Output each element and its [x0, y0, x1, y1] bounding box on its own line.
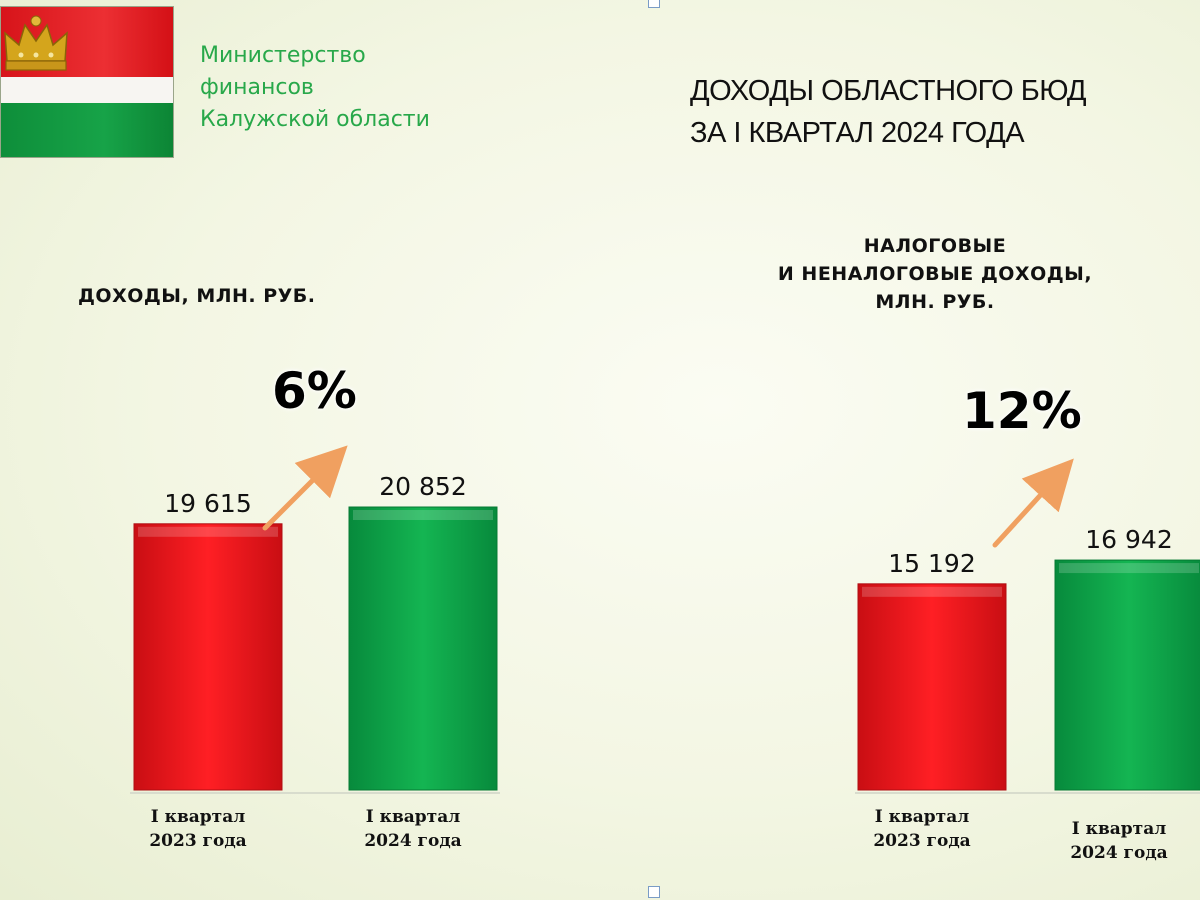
page-title: ДОХОДЫ ОБЛАСТНОГО БЮД ЗА I КВАРТАЛ 2024 …	[690, 70, 1086, 154]
ministry-line-2: финансов	[200, 75, 314, 100]
chart-2-growth-label: 12%	[962, 382, 1082, 440]
frame-handle-bottom[interactable]	[648, 886, 660, 898]
page-title-line-2: ЗА I КВАРТАЛ 2024 ГОДА	[690, 117, 1025, 149]
frame-handle-top[interactable]	[648, 0, 660, 8]
chart-1-value-label-2: 20 852	[379, 472, 466, 501]
chart-1-growth-arrow-icon	[262, 445, 348, 531]
chart-1-category-label-2-line-2: 2024 года	[364, 831, 461, 851]
chart-2-category-label-2-line-2: 2024 года	[1070, 843, 1167, 863]
chart-2-value-label-2: 16 942	[1085, 525, 1172, 554]
chart-1-title: ДОХОДЫ, МЛН. РУБ.	[78, 285, 316, 307]
chart-2-category-label-1-line-1: I квартал	[875, 807, 969, 827]
chart-1-bar-1-highlight	[138, 526, 278, 537]
chart-1-bar-1	[133, 523, 283, 791]
chart-2-bar-2	[1054, 559, 1200, 791]
ministry-line-3: Калужской области	[200, 107, 430, 132]
chart-1-bar-2-highlight	[353, 510, 493, 521]
chart-2-bar-1	[857, 583, 1007, 791]
chart-1-growth-label: 6%	[272, 362, 357, 420]
crown-icon	[4, 15, 68, 71]
chart-1-category-label-1-line-1: I квартал	[151, 807, 245, 827]
chart-1-value-label-1: 19 615	[164, 489, 251, 518]
chart-1-category-label-2-line-1: I квартал	[366, 807, 460, 827]
region-flag	[0, 6, 174, 158]
chart-1-bar-2	[348, 506, 498, 791]
chart-2-value-label-1: 15 192	[888, 549, 975, 578]
chart-2-category-label-1-line-2: 2023 года	[873, 831, 970, 851]
chart-2-category-label-2-line-1: I квартал	[1072, 819, 1166, 839]
ministry-line-1: Министерство	[200, 43, 366, 68]
page-title-line-1: ДОХОДЫ ОБЛАСТНОГО БЮД	[690, 75, 1086, 107]
chart-1-category-label-1-line-2: 2023 года	[149, 831, 246, 851]
chart-2-growth-arrow-icon	[992, 458, 1074, 548]
ministry-name: Министерство финансов Калужской области	[200, 40, 430, 136]
chart-2-title: НАЛОГОВЫЕ И НЕНАЛОГОВЫЕ ДОХОДЫ, МЛН. РУБ…	[777, 235, 1093, 313]
chart-2-bar-2-highlight	[1059, 563, 1199, 574]
chart-2-bar-1-highlight	[862, 586, 1002, 597]
